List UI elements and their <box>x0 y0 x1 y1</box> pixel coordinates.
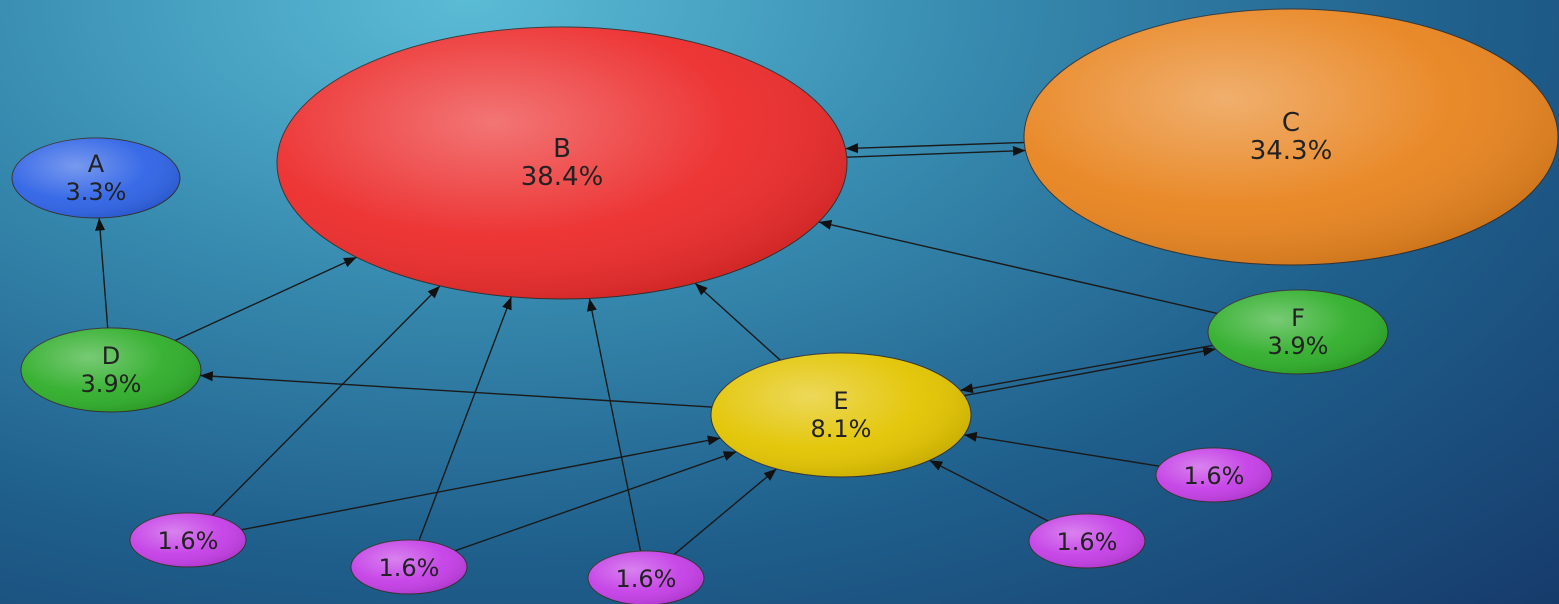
node-p4-highlight <box>1029 514 1145 568</box>
node-d-name: D <box>102 342 120 370</box>
edge-e-to-f <box>964 346 1216 397</box>
node-c: C34.3% <box>1023 8 1559 266</box>
node-p5-value: 1.6% <box>1184 462 1245 490</box>
node-a: A3.3% <box>11 137 181 219</box>
edge-f-to-e <box>960 344 1213 394</box>
node-d: D3.9% <box>20 327 202 413</box>
node-p2-highlight <box>351 540 467 594</box>
node-a-value: 3.3% <box>66 178 127 206</box>
node-d-value: 3.9% <box>81 370 142 398</box>
edge-p3-to-e <box>673 468 778 555</box>
node-p1-value: 1.6% <box>158 527 219 555</box>
node-p4-value: 1.6% <box>1057 528 1118 556</box>
edge-p1-to-b <box>211 285 441 516</box>
node-e-name: E <box>833 387 848 415</box>
node-a-highlight <box>12 138 180 218</box>
node-a-name: A <box>88 150 105 178</box>
node-b-value: 38.4% <box>521 162 604 192</box>
edge-p4-to-e <box>929 459 1049 522</box>
node-c-highlight <box>1024 9 1558 265</box>
node-p3-highlight <box>588 551 704 604</box>
node-f-name: F <box>1291 304 1305 332</box>
node-f-value: 3.9% <box>1268 332 1329 360</box>
edge-c-to-b <box>845 141 1025 154</box>
node-layer: A3.3%B38.4%C34.3%D3.9%E8.1%F3.9%1.6%1.6%… <box>11 8 1559 604</box>
edge-e-to-b <box>694 282 781 361</box>
edge-b-to-c <box>846 145 1026 158</box>
edge-p5-to-e <box>964 431 1160 467</box>
node-b-name: B <box>553 134 571 164</box>
node-f: F3.9% <box>1207 289 1389 375</box>
node-p3-value: 1.6% <box>616 565 677 593</box>
node-c-name: C <box>1282 108 1300 138</box>
edge-p2-to-e <box>455 451 737 552</box>
node-e: E8.1% <box>710 352 972 478</box>
node-d-highlight <box>21 328 201 412</box>
edge-d-to-b <box>174 256 357 342</box>
node-c-value: 34.3% <box>1250 136 1333 166</box>
edge-layer <box>95 141 1218 555</box>
edge-p3-to-b <box>586 298 642 552</box>
node-p1-highlight <box>130 513 246 567</box>
node-p3: 1.6% <box>587 550 705 604</box>
node-p1: 1.6% <box>129 512 247 568</box>
node-p5-highlight <box>1156 448 1272 502</box>
edge-f-to-b <box>818 219 1218 315</box>
node-p2: 1.6% <box>350 539 468 595</box>
node-e-value: 8.1% <box>811 415 872 443</box>
node-p4: 1.6% <box>1028 513 1146 569</box>
edge-p1-to-e <box>241 435 721 531</box>
node-p5: 1.6% <box>1155 447 1273 503</box>
node-p2-value: 1.6% <box>379 554 440 582</box>
edge-e-to-d <box>200 371 713 408</box>
node-f-highlight <box>1208 290 1388 374</box>
node-b-highlight <box>277 27 847 299</box>
edge-p2-to-b <box>418 296 512 541</box>
edge-d-to-a <box>95 217 109 329</box>
node-b: B38.4% <box>276 26 848 300</box>
node-e-highlight <box>711 353 971 477</box>
